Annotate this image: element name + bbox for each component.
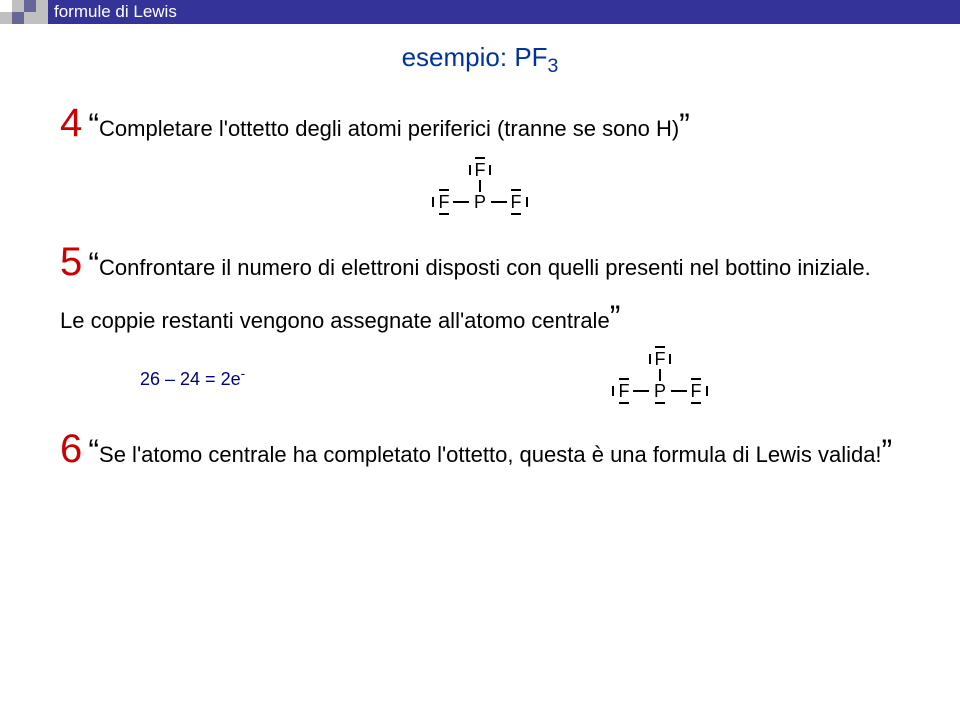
step-6: 6 “Se l'atomo centrale ha completato l'o… [60,418,900,480]
lone-pair [511,189,521,191]
atom-f-left: F [615,381,633,401]
close-quote: ” [679,107,690,143]
lone-pair [619,378,629,380]
example-title: esempio: PF3 [60,42,900,78]
deco-square [12,0,24,12]
bond [479,180,481,192]
bond [491,201,507,203]
lone-pair [469,165,471,175]
electron-calc: 26 – 24 = 2e- [60,366,420,390]
close-quote: ” [610,299,621,335]
lone-pair [475,157,485,159]
step-4: 4 “Completare l'ottetto degli atomi peri… [60,92,900,154]
step-6-text: Se l'atomo centrale ha completato l'otte… [99,442,882,467]
bond [671,390,687,392]
lone-pair [619,402,629,404]
open-quote: “ [88,433,99,469]
example-sub: 3 [548,55,559,77]
calc-sup: - [241,366,246,381]
calc-expr: 26 – 24 = 2e [140,369,241,389]
lone-pair [489,165,491,175]
example-label: esempio: PF [402,42,548,72]
deco-square [0,12,12,24]
bond [633,390,649,392]
atom-f-top: F [471,160,489,180]
step-5: 5 “Confrontare il numero di elettroni di… [60,231,900,343]
lone-pair [439,213,449,215]
bond [659,369,661,381]
open-quote: “ [88,246,99,282]
lone-pair [649,354,651,364]
atom-f-left: F [435,192,453,212]
header-title: formule di Lewis [48,2,177,22]
calc-row: 26 – 24 = 2e- F P F F [60,349,900,408]
lewis-pf3-no-lp-on-p: F P F F [415,160,545,214]
lewis-structure-1: F P F F [60,160,900,219]
open-quote: “ [88,107,99,143]
lone-pair-on-p [655,402,665,404]
atom-f-right: F [507,192,525,212]
deco-square [24,12,48,24]
deco-square [12,12,24,24]
lone-pair [612,386,614,396]
step-6-num: 6 [60,427,82,471]
atom-p: P [471,192,489,212]
lone-pair [691,402,701,404]
bond [453,201,469,203]
header: formule di Lewis [0,0,960,24]
lone-pair [432,197,434,207]
step-5-text: Confrontare il numero di elettroni dispo… [60,255,871,333]
atom-f-right: F [687,381,705,401]
step-4-text: Completare l'ottetto degli atomi perifer… [99,116,679,141]
deco-square [36,0,48,12]
atom-f-top: F [651,349,669,369]
lewis-pf3-with-lp-on-p: F P F F [595,349,725,403]
lone-pair [691,378,701,380]
lone-pair [655,346,665,348]
lewis-structure-2: F P F F [420,349,900,408]
step-5-num: 5 [60,240,82,284]
deco-square [24,0,36,12]
step-4-num: 4 [60,101,82,145]
atom-p: P [651,381,669,401]
lone-pair [706,386,708,396]
lone-pair [439,189,449,191]
lone-pair [511,213,521,215]
header-bar: formule di Lewis [48,0,960,24]
slide-body: esempio: PF3 4 “Completare l'ottetto deg… [0,24,960,480]
lone-pair [526,197,528,207]
close-quote: ” [882,433,893,469]
lone-pair [669,354,671,364]
